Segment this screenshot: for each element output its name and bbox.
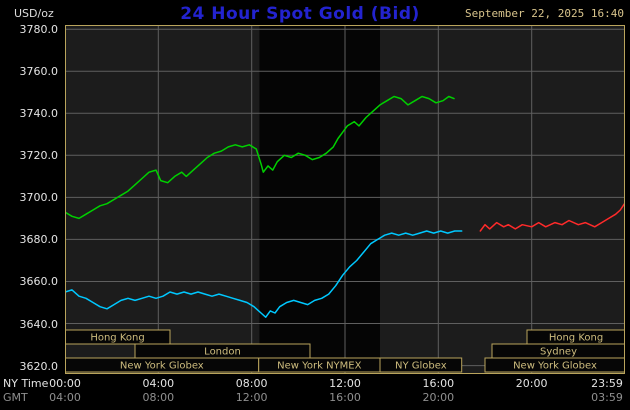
- y-tick-label: 3780.0: [19, 23, 59, 37]
- series-line-sep19: [64, 230, 463, 318]
- x-tick-gmt: 03:59: [591, 391, 623, 404]
- gmt-axis-caption: GMT: [3, 391, 28, 404]
- x-tick-ny-time: 00:00: [49, 377, 81, 390]
- session-label: New York Globex: [120, 361, 204, 372]
- x-tick-ny-time: 23:59: [591, 377, 623, 390]
- ny-time-axis-caption: NY Time: [3, 377, 49, 390]
- series-line-sep22: [64, 95, 455, 220]
- x-tick-gmt: 04:00: [49, 391, 81, 404]
- series-line-sep21: [479, 202, 626, 232]
- y-tick-label: 3760.0: [19, 65, 59, 79]
- y-axis-unit-label: USD/oz: [14, 7, 54, 20]
- session-label: London: [204, 347, 241, 358]
- session-label: New York Globex: [513, 361, 597, 372]
- x-tick-gmt: 16:00: [329, 391, 361, 404]
- y-tick-label: 3700.0: [19, 191, 59, 205]
- plot-svg: Hong Kong Hong Kong London Sydney New York G…: [64, 25, 626, 374]
- session-label: Hong Kong: [549, 333, 603, 344]
- session-label: Sydney: [540, 347, 577, 358]
- x-tick-ny-time: 12:00: [329, 377, 361, 390]
- session-label: Hong Kong: [90, 333, 144, 344]
- plot-border: [65, 25, 625, 374]
- x-tick-ny-time: 08:00: [235, 377, 268, 390]
- session-label: New York NYMEX: [277, 361, 362, 372]
- chart-datetime: September 22, 2025 16:40: [465, 7, 624, 20]
- y-tick-label: 3640.0: [19, 317, 59, 331]
- x-tick-ny-time: 04:00: [142, 377, 175, 390]
- y-tick-label: 3660.0: [19, 275, 59, 289]
- y-tick-label: 3740.0: [19, 107, 59, 121]
- y-tick-label: 3620.0: [19, 359, 59, 373]
- y-tick-label: 3720.0: [19, 149, 59, 163]
- x-tick-gmt: 20:00: [422, 391, 455, 404]
- nymex-session-shade: [259, 25, 380, 374]
- plot-area: Hong Kong Hong Kong London Sydney New York G…: [64, 25, 626, 374]
- y-tick-label: 3680.0: [19, 233, 59, 247]
- x-tick-ny-time: 20:00: [515, 377, 548, 390]
- session-box: [379, 357, 463, 373]
- x-tick-ny-time: 16:00: [422, 377, 455, 390]
- x-tick-gmt: 12:00: [235, 391, 268, 404]
- chart-title: 24 Hour Spot Gold (Bid): [180, 4, 420, 24]
- session-label: NY Globex: [395, 361, 447, 372]
- x-tick-gmt: 08:00: [142, 391, 175, 404]
